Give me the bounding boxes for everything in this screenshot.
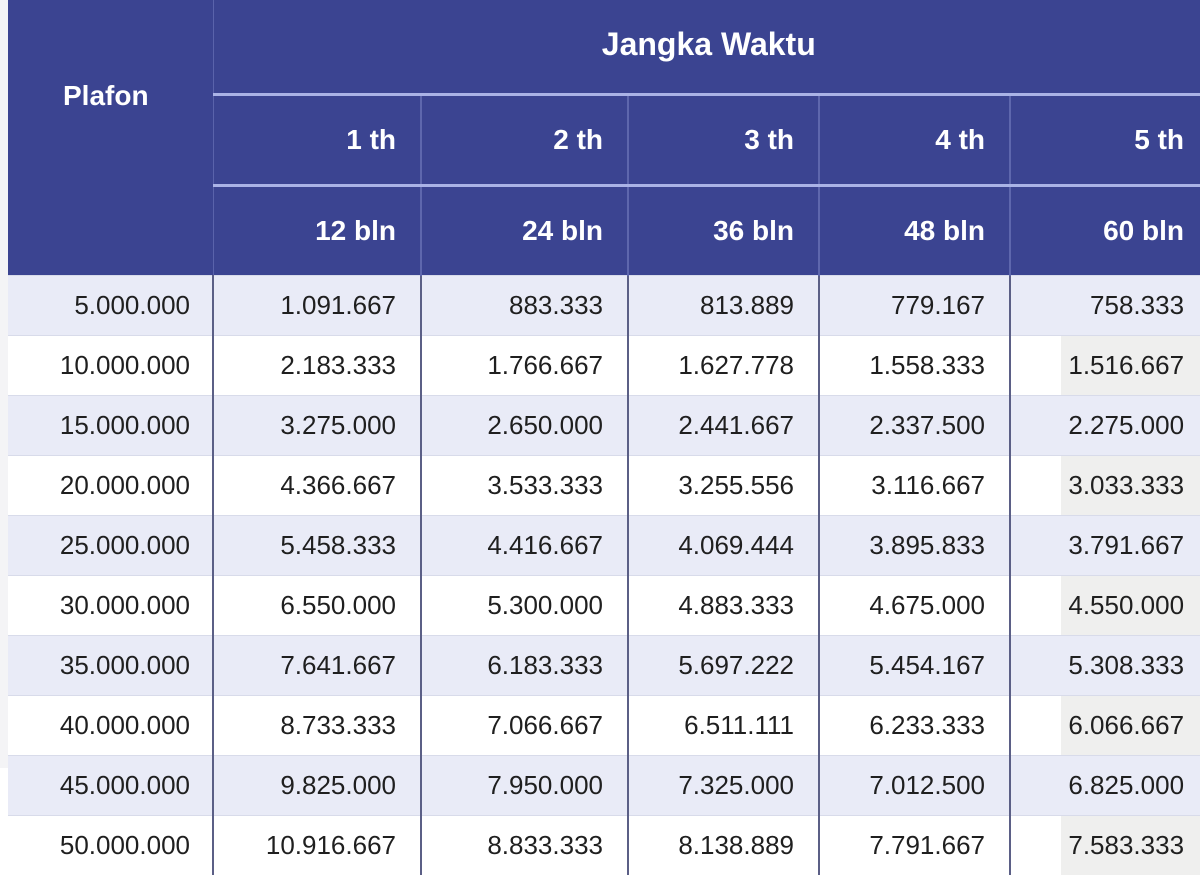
plafon-header: Plafon	[8, 0, 213, 276]
installment-cell: 2.337.500	[819, 396, 1010, 456]
installment-cell: 10.916.667	[213, 816, 421, 875]
installment-cell: 4.416.667	[421, 516, 628, 576]
table-row: 5.000.000 1.091.667 883.333 813.889 779.…	[8, 276, 1200, 336]
installment-cell: 1.516.667	[1010, 336, 1200, 396]
plafon-cell: 5.000.000	[8, 276, 213, 336]
left-margin-strip	[0, 0, 8, 768]
installment-cell: 5.300.000	[421, 576, 628, 636]
installment-cell: 1.558.333	[819, 336, 1010, 396]
installment-cell: 779.167	[819, 276, 1010, 336]
installment-cell: 5.308.333	[1010, 636, 1200, 696]
installment-cell: 3.791.667	[1010, 516, 1200, 576]
installment-cell: 4.550.000	[1010, 576, 1200, 636]
installment-cell: 6.183.333	[421, 636, 628, 696]
table-body: 5.000.000 1.091.667 883.333 813.889 779.…	[8, 276, 1200, 875]
installment-cell: 5.454.167	[819, 636, 1010, 696]
installment-cell: 4.366.667	[213, 456, 421, 516]
installment-cell: 6.511.111	[628, 696, 819, 756]
month-header: 60 bln	[1010, 186, 1200, 276]
table-row: 45.000.000 9.825.000 7.950.000 7.325.000…	[8, 756, 1200, 816]
installment-cell: 3.275.000	[213, 396, 421, 456]
month-header: 24 bln	[421, 186, 628, 276]
installment-cell: 6.233.333	[819, 696, 1010, 756]
installment-cell: 3.533.333	[421, 456, 628, 516]
installment-cell: 3.895.833	[819, 516, 1010, 576]
installment-cell: 8.833.333	[421, 816, 628, 875]
year-header: 5 th	[1010, 95, 1200, 186]
installment-cell: 6.066.667	[1010, 696, 1200, 756]
installment-cell: 7.325.000	[628, 756, 819, 816]
plafon-cell: 50.000.000	[8, 816, 213, 875]
installment-cell: 9.825.000	[213, 756, 421, 816]
table-row: 35.000.000 7.641.667 6.183.333 5.697.222…	[8, 636, 1200, 696]
table-row: 15.000.000 3.275.000 2.650.000 2.441.667…	[8, 396, 1200, 456]
month-header: 48 bln	[819, 186, 1010, 276]
installment-cell: 1.766.667	[421, 336, 628, 396]
installment-cell: 5.458.333	[213, 516, 421, 576]
table-row: 50.000.000 10.916.667 8.833.333 8.138.88…	[8, 816, 1200, 875]
installment-cell: 6.825.000	[1010, 756, 1200, 816]
table-row: 10.000.000 2.183.333 1.766.667 1.627.778…	[8, 336, 1200, 396]
year-header: 4 th	[819, 95, 1010, 186]
installment-cell: 7.791.667	[819, 816, 1010, 875]
installment-cell: 7.950.000	[421, 756, 628, 816]
installment-cell: 2.650.000	[421, 396, 628, 456]
installment-cell: 758.333	[1010, 276, 1200, 336]
installment-cell: 2.441.667	[628, 396, 819, 456]
year-header: 3 th	[628, 95, 819, 186]
year-header: 1 th	[213, 95, 421, 186]
plafon-cell: 45.000.000	[8, 756, 213, 816]
installment-cell: 5.697.222	[628, 636, 819, 696]
plafon-cell: 35.000.000	[8, 636, 213, 696]
plafon-cell: 10.000.000	[8, 336, 213, 396]
jangka-waktu-header: Jangka Waktu	[213, 0, 1200, 95]
installment-cell: 3.255.556	[628, 456, 819, 516]
plafon-cell: 30.000.000	[8, 576, 213, 636]
jangka-waktu-label: Jangka Waktu	[602, 26, 816, 62]
installment-cell: 1.091.667	[213, 276, 421, 336]
installment-cell: 3.116.667	[819, 456, 1010, 516]
table-row: 25.000.000 5.458.333 4.416.667 4.069.444…	[8, 516, 1200, 576]
installment-cell: 8.733.333	[213, 696, 421, 756]
installment-cell: 7.583.333	[1010, 816, 1200, 875]
installment-cell: 3.033.333	[1010, 456, 1200, 516]
table-header: Plafon Jangka Waktu 1 th 2 th 3 th 4 th …	[8, 0, 1200, 276]
plafon-cell: 25.000.000	[8, 516, 213, 576]
installment-cell: 813.889	[628, 276, 819, 336]
installment-cell: 883.333	[421, 276, 628, 336]
installment-table: Plafon Jangka Waktu 1 th 2 th 3 th 4 th …	[8, 0, 1200, 875]
installment-cell: 7.066.667	[421, 696, 628, 756]
installment-cell: 4.069.444	[628, 516, 819, 576]
table-row: 20.000.000 4.366.667 3.533.333 3.255.556…	[8, 456, 1200, 516]
installment-cell: 4.675.000	[819, 576, 1010, 636]
month-header: 36 bln	[628, 186, 819, 276]
installment-cell: 6.550.000	[213, 576, 421, 636]
year-header: 2 th	[421, 95, 628, 186]
installment-cell: 7.641.667	[213, 636, 421, 696]
installment-cell: 2.275.000	[1010, 396, 1200, 456]
installment-cell: 2.183.333	[213, 336, 421, 396]
installment-cell: 4.883.333	[628, 576, 819, 636]
installment-cell: 8.138.889	[628, 816, 819, 875]
installment-cell: 7.012.500	[819, 756, 1010, 816]
table-row: 30.000.000 6.550.000 5.300.000 4.883.333…	[8, 576, 1200, 636]
plafon-cell: 40.000.000	[8, 696, 213, 756]
month-header: 12 bln	[213, 186, 421, 276]
table-row: 40.000.000 8.733.333 7.066.667 6.511.111…	[8, 696, 1200, 756]
plafon-cell: 15.000.000	[8, 396, 213, 456]
installment-cell: 1.627.778	[628, 336, 819, 396]
plafon-cell: 20.000.000	[8, 456, 213, 516]
